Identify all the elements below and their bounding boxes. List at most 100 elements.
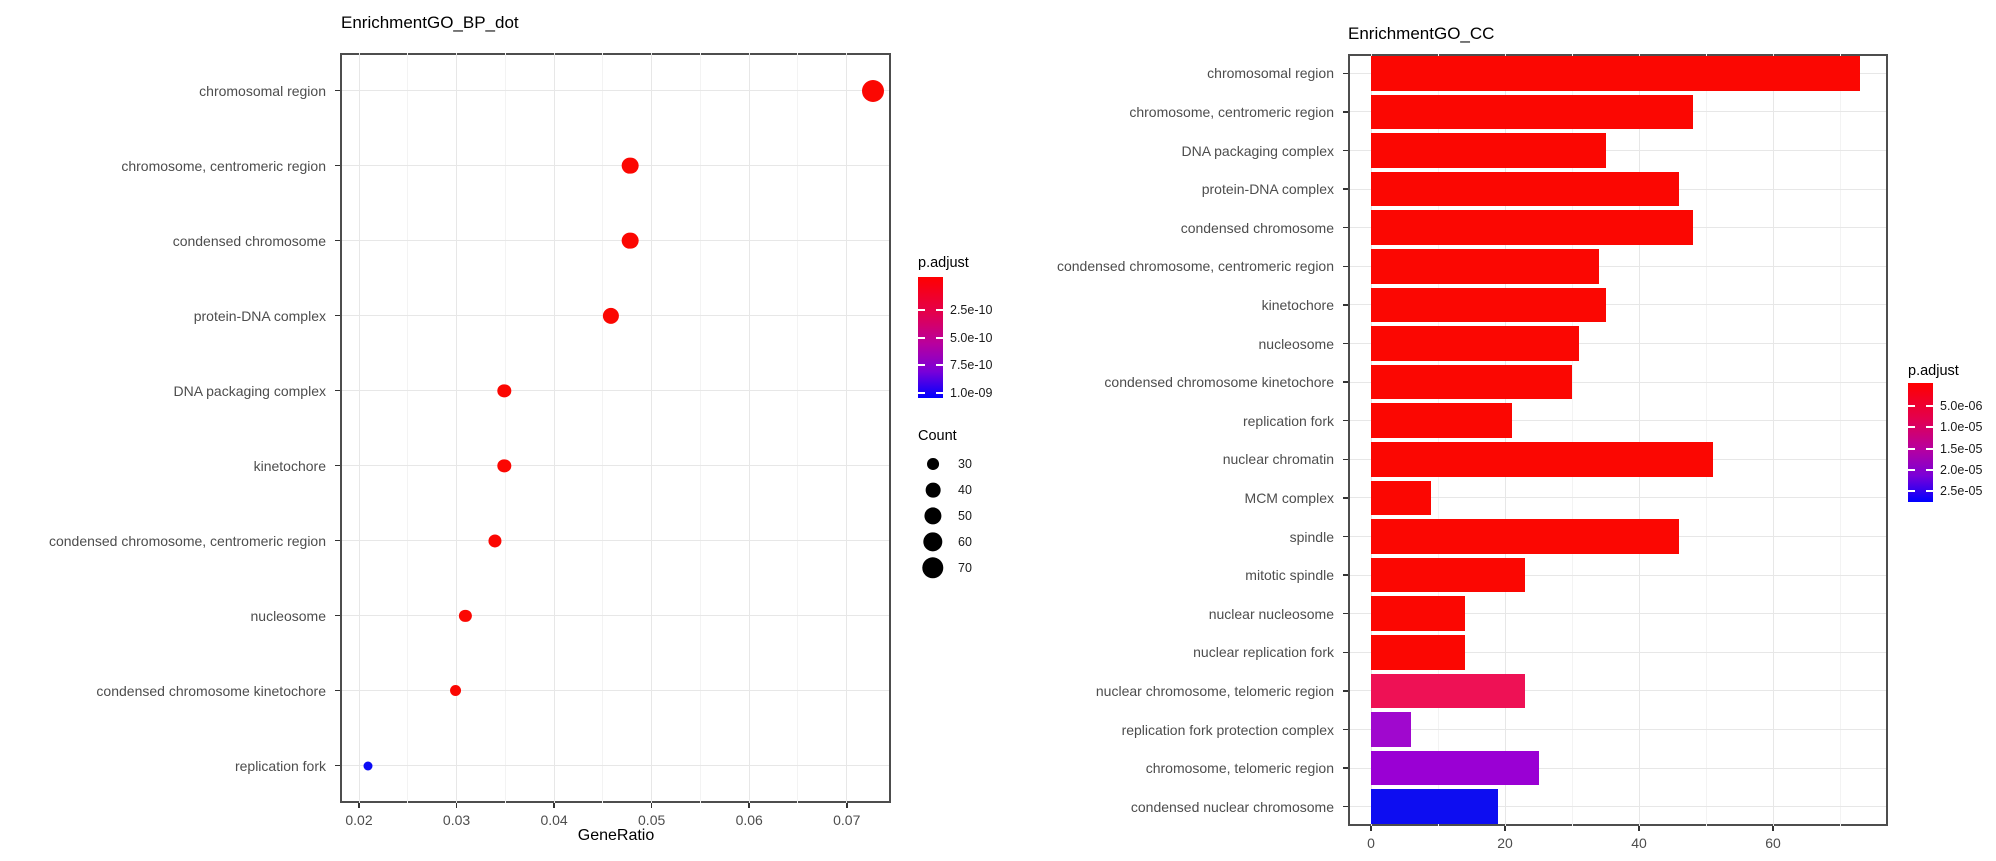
dotplot-panel <box>340 53 891 803</box>
x-axis-tick-label: 0.06 <box>735 812 763 828</box>
colorbar-tick <box>1908 404 1915 407</box>
colorbar-tick-label: 2.5e-10 <box>950 302 993 317</box>
y-axis-tick <box>335 239 340 242</box>
y-axis-label: condensed chromosome <box>1180 219 1334 236</box>
gridline-major-y <box>1350 381 1886 383</box>
gridline-major-x <box>651 53 653 803</box>
colorbar-tick <box>1908 426 1915 429</box>
x-axis-tick <box>455 803 458 808</box>
y-axis-tick <box>335 764 340 767</box>
colorbar-tick <box>1926 490 1933 493</box>
gridline-minor-x <box>407 53 409 803</box>
gridline-major-y <box>1350 343 1886 344</box>
gridline-major-y <box>1350 690 1886 692</box>
count-legend-label: 70 <box>958 561 972 575</box>
gridline-major-y <box>1350 265 1886 267</box>
count-legend-label: 60 <box>958 535 972 549</box>
y-axis-label: replication fork <box>1242 412 1334 429</box>
gridline-major-x <box>553 53 555 803</box>
bar <box>1371 750 1539 786</box>
data-point <box>621 232 639 249</box>
y-axis-tick <box>1343 265 1348 268</box>
x-axis-tick <box>748 803 750 808</box>
colorbar-tick <box>1926 468 1933 471</box>
y-axis-label: replication fork protection complex <box>1121 721 1334 738</box>
colorbar-tick-label: 1.0e-09 <box>950 386 993 401</box>
x-axis-tick <box>846 803 848 808</box>
y-axis-label: chromosome, telomeric region <box>1145 760 1334 777</box>
x-axis-tick-label: 60 <box>1765 835 1781 851</box>
bar <box>1371 403 1512 439</box>
colorbar-tick <box>918 308 925 311</box>
gridline-major-y <box>342 465 889 466</box>
colorbar-tick-label: 1.5e-05 <box>1940 441 1983 456</box>
bar <box>1371 673 1526 709</box>
y-axis-label: nucleosome <box>1258 335 1335 352</box>
x-axis-tick <box>358 803 360 808</box>
x-axis-tick-label: 0.05 <box>638 812 666 828</box>
colorbar-tick <box>936 392 943 395</box>
count-legend-dot <box>924 507 942 525</box>
data-point <box>363 761 373 770</box>
bar <box>1371 210 1693 246</box>
x-axis-tick <box>1772 826 1774 831</box>
y-axis-tick <box>335 689 340 692</box>
gridline-minor-x <box>797 53 799 803</box>
colorbar-tick <box>918 364 925 367</box>
gridline-minor-x <box>699 53 701 803</box>
bar <box>1371 480 1432 516</box>
x-axis-tick <box>1638 826 1640 831</box>
y-axis-tick <box>1343 149 1348 152</box>
bar <box>1371 94 1693 130</box>
colorbar-tick-label: 7.5e-10 <box>950 358 993 373</box>
colorbar-tick <box>1926 447 1933 450</box>
y-axis-tick <box>335 614 340 617</box>
y-axis-tick <box>1343 728 1348 731</box>
bar <box>1371 712 1412 747</box>
count-legend-label: 50 <box>958 509 972 523</box>
gridline-major-y <box>1350 420 1886 422</box>
count-legend-label: 30 <box>958 457 972 471</box>
gridline-major-y <box>342 540 889 541</box>
gridline-major-y <box>1350 574 1886 576</box>
y-axis-tick <box>1343 342 1348 345</box>
gridline-minor-x <box>1437 54 1439 826</box>
gridline-minor-x <box>504 53 506 803</box>
colorbar-tick <box>1908 447 1915 450</box>
gridline-minor-x <box>1705 54 1707 826</box>
bar <box>1371 133 1606 168</box>
y-axis-label: condensed chromosome, centromeric region <box>1056 258 1334 275</box>
y-axis-tick <box>335 464 340 467</box>
y-axis-label: condensed chromosome kinetochore <box>1104 374 1334 391</box>
colorbar-tick <box>1908 490 1915 493</box>
gridline-major-x <box>1504 54 1506 826</box>
y-axis-tick <box>1343 381 1348 383</box>
gridline-major-y <box>1350 729 1886 730</box>
barchart-legend-colorbar <box>1908 383 1933 502</box>
count-legend-dot <box>925 482 941 498</box>
y-axis-tick <box>1343 72 1348 75</box>
gridline-major-x <box>456 53 458 803</box>
gridline-major-x <box>1772 54 1774 826</box>
y-axis-tick <box>335 389 340 392</box>
y-axis-tick <box>335 89 340 92</box>
colorbar-tick <box>918 336 925 339</box>
gridline-major-y <box>1350 150 1886 151</box>
y-axis-label: nuclear replication fork <box>1193 644 1334 661</box>
gridline-major-y <box>342 240 889 241</box>
bar <box>1371 441 1713 477</box>
y-axis-tick <box>1343 419 1348 422</box>
count-legend-dot <box>927 458 939 470</box>
bar <box>1371 634 1465 670</box>
x-axis-tick-label: 0.02 <box>345 812 373 828</box>
y-axis-label: kinetochore <box>1261 296 1334 313</box>
y-axis-label: chromosome, centromeric region <box>121 157 326 174</box>
bar <box>1371 55 1861 91</box>
colorbar-tick-label: 2.0e-05 <box>1940 462 1983 477</box>
y-axis-label: replication fork <box>234 757 326 774</box>
y-axis-label: protein-DNA complex <box>193 307 326 324</box>
y-axis-tick <box>1343 304 1348 306</box>
data-point <box>621 157 639 174</box>
colorbar-tick <box>918 392 925 395</box>
data-point <box>862 79 885 102</box>
